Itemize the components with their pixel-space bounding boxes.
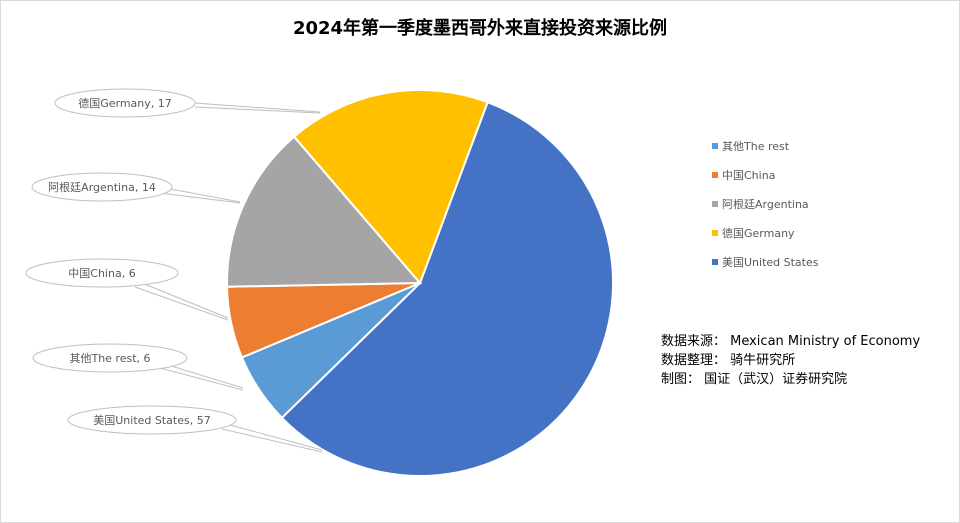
slice-us[interactable] bbox=[280, 100, 614, 477]
source-compiled: 数据整理： 骑牛研究所 bbox=[661, 353, 796, 368]
chart-title: 2024年第一季度墨西哥外来直接投资来源比例 bbox=[292, 18, 668, 39]
callout-china-text: 中国China, 6 bbox=[68, 267, 135, 280]
legend-item-germany[interactable]: 德国Germany bbox=[712, 218, 819, 247]
source-data: 数据来源： Mexican Ministry of Economy bbox=[661, 334, 921, 349]
legend-item-argentina[interactable]: 阿根廷Argentina bbox=[712, 189, 819, 218]
leader-rest bbox=[167, 364, 244, 389]
leader-germany bbox=[194, 102, 321, 113]
legend-item-rest[interactable]: 其他The rest bbox=[712, 131, 819, 160]
legend-swatch-germany bbox=[712, 229, 718, 236]
legend-swatch-rest bbox=[712, 142, 718, 149]
leader-us bbox=[229, 424, 323, 451]
legend-swatch-argentina bbox=[712, 200, 718, 207]
legend-label: 阿根廷Argentina bbox=[722, 197, 809, 211]
callout-argentina-text: 阿根廷Argentina, 14 bbox=[48, 180, 156, 194]
callout-us-text: 美国United States, 57 bbox=[93, 414, 210, 427]
legend-item-us[interactable]: 美国United States bbox=[712, 247, 819, 276]
pie-slices bbox=[226, 89, 614, 477]
legend-swatch-china bbox=[712, 171, 718, 178]
callout-china: 中国China, 6 bbox=[25, 258, 179, 288]
legend: 其他The rest 中国China 阿根廷Argentina 德国German… bbox=[712, 131, 819, 276]
source-note: 数据来源： Mexican Ministry of Economy 数据整理： … bbox=[661, 332, 920, 389]
legend-label: 德国Germany bbox=[722, 226, 795, 240]
callout-germany-text: 德国Germany, 17 bbox=[78, 96, 172, 110]
callout-rest: 其他The rest, 6 bbox=[32, 343, 188, 373]
callout-germany: 德国Germany, 17 bbox=[54, 88, 196, 118]
callout-argentina: 阿根廷Argentina, 14 bbox=[31, 172, 173, 202]
callout-leaders bbox=[134, 102, 323, 453]
callout-rest-text: 其他The rest, 6 bbox=[69, 352, 150, 365]
legend-swatch-us bbox=[712, 258, 718, 265]
leader-argentina bbox=[164, 187, 241, 203]
source-chart-by: 制图： 国证（武汉）证券研究院 bbox=[661, 372, 848, 387]
slice-argentina[interactable] bbox=[226, 135, 423, 288]
leader-china bbox=[141, 282, 229, 319]
callout-us: 美国United States, 57 bbox=[67, 405, 237, 435]
legend-label: 中国China bbox=[722, 168, 776, 182]
legend-label: 美国United States bbox=[722, 255, 819, 269]
slice-germany[interactable] bbox=[292, 89, 489, 285]
legend-item-china[interactable]: 中国China bbox=[712, 160, 819, 189]
legend-label: 其他The rest bbox=[722, 139, 790, 153]
